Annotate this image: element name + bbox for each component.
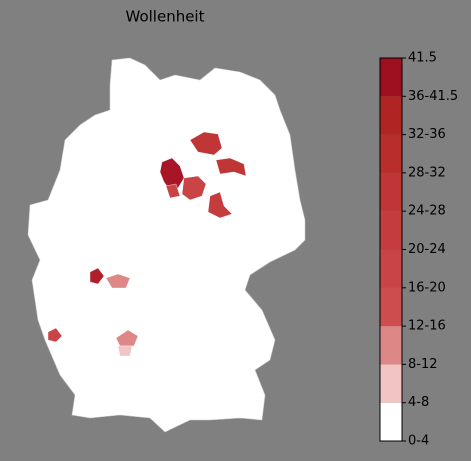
colorbar-segment <box>380 326 402 365</box>
colorbar-tick-label: 4-8 <box>408 395 429 410</box>
colorbar-tick-label: 32-36 <box>408 127 446 142</box>
colorbar-tick-label: 0-4 <box>408 434 429 449</box>
region <box>189 131 223 156</box>
country-outline <box>27 57 306 433</box>
region <box>159 157 185 191</box>
colorbar-segment <box>380 58 402 97</box>
colorbar-segment <box>380 287 402 327</box>
colorbar-tick-label: 36-41.5 <box>408 89 458 104</box>
colorbar-segment <box>380 364 402 403</box>
region <box>89 267 105 285</box>
colorbar-tick-label: 28-32 <box>408 165 446 180</box>
colorbar-segment <box>380 96 402 135</box>
colorbar-tick-label: 41.5 <box>408 51 437 66</box>
colorbar-segment <box>380 249 402 288</box>
region <box>47 327 63 343</box>
region <box>115 329 139 347</box>
colorbar-segment <box>380 211 402 250</box>
colorbar-tick-label: 8-12 <box>408 357 438 372</box>
colorbar-segment <box>380 402 402 441</box>
colorbar: 0-4 4-8 8-12 12-16 16-20 20-24 24-28 28-32 32-36… <box>379 51 458 449</box>
region <box>181 175 207 201</box>
regions <box>47 131 247 357</box>
colorbar-tick-label: 16-20 <box>408 280 446 295</box>
colorbar-tick-label: 20-24 <box>408 242 446 257</box>
colorbar-segment <box>380 134 402 173</box>
map-title: Wollenheit <box>126 8 205 26</box>
colorbar-tick-label: 24-28 <box>408 204 446 219</box>
colorbar-tick-label: 12-16 <box>408 319 446 334</box>
region <box>207 191 233 219</box>
colorbar-segment <box>380 172 402 212</box>
region <box>117 345 133 357</box>
region <box>215 157 247 177</box>
region <box>105 273 131 289</box>
region <box>165 183 181 199</box>
